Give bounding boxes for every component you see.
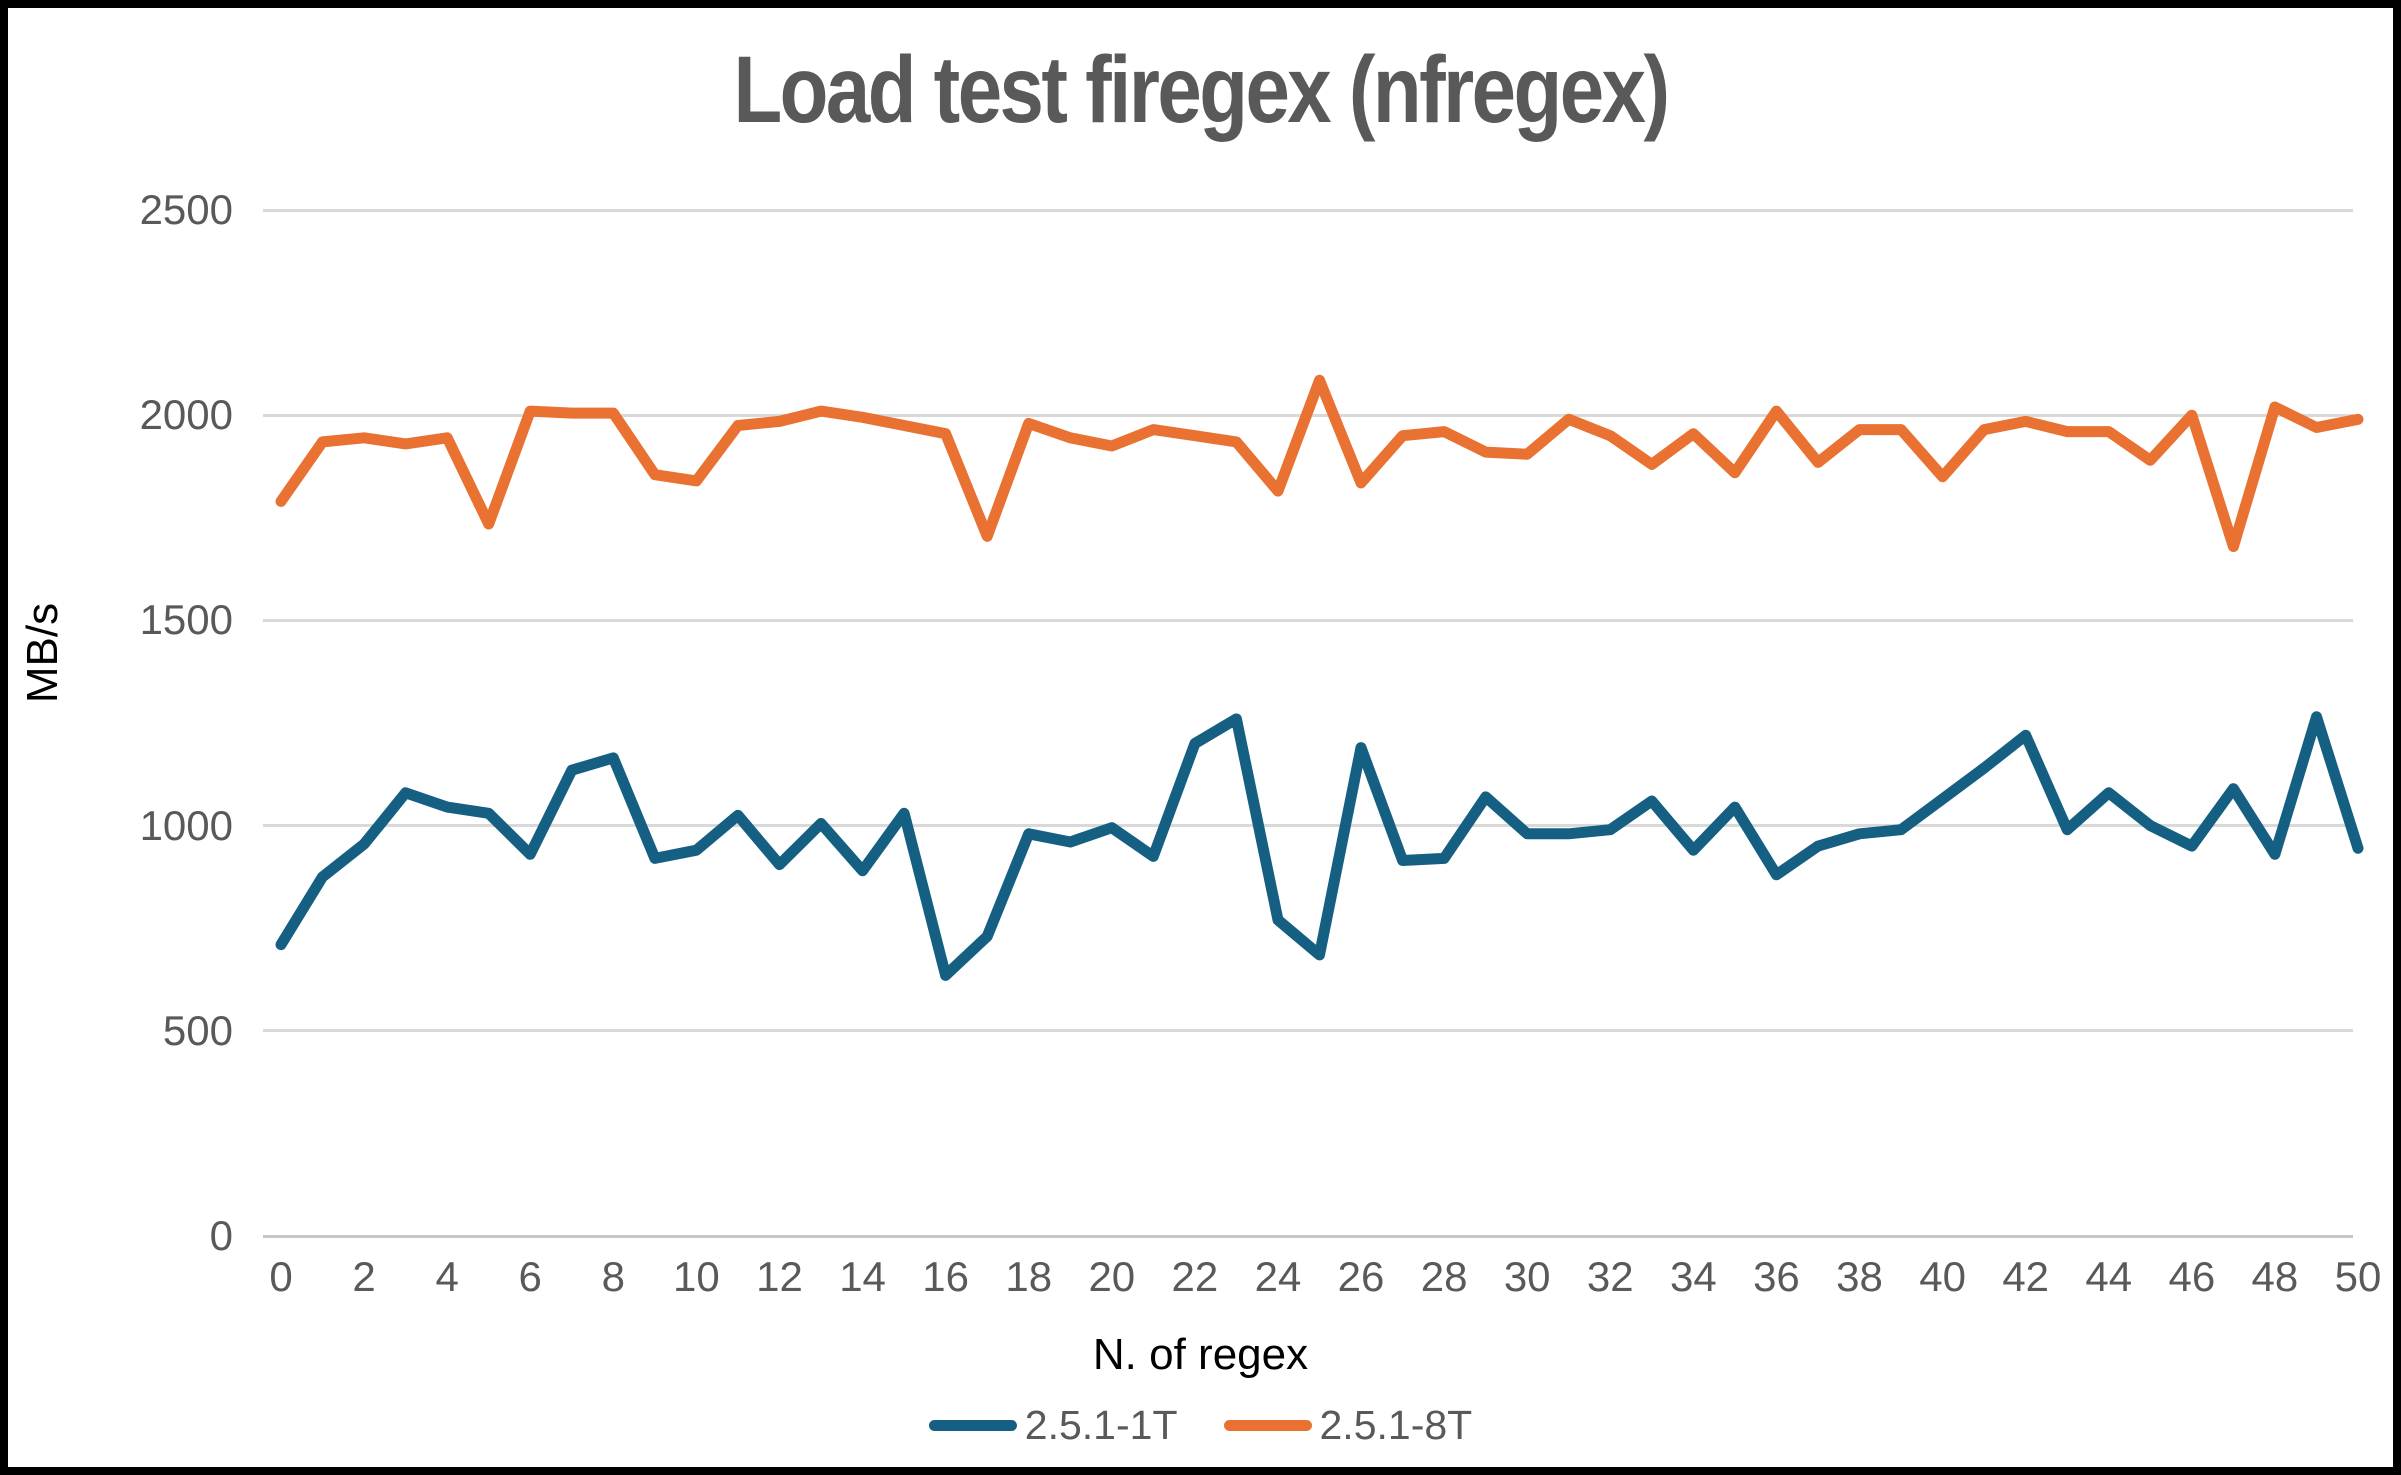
x-tick-label: 36	[1753, 1253, 1800, 1300]
series-line-2.5.1-1T	[275, 711, 2364, 981]
x-tick-label: 6	[518, 1253, 542, 1300]
x-tick-label: 16	[922, 1253, 969, 1300]
x-tick-label: 40	[1919, 1253, 1966, 1300]
legend-item-2.5.1-1T: 2.5.1-1T	[928, 1401, 1178, 1449]
x-tick-label: 32	[1586, 1253, 1634, 1300]
x-axis-line	[263, 1234, 2353, 1238]
x-tick-label: 20	[1088, 1253, 1136, 1300]
x-tick-label: 2	[352, 1253, 376, 1300]
x-tick-label: 8	[601, 1253, 625, 1300]
line-plot	[275, 374, 2364, 981]
x-tick-label: 10	[673, 1253, 720, 1300]
x-tick-label: 18	[1005, 1253, 1053, 1300]
chart-title: Load test firegex (nfregex)	[733, 37, 1670, 143]
x-tick-label: 42	[2002, 1253, 2050, 1300]
y-tick-label: 1500	[139, 596, 233, 644]
legend-line-marker	[1223, 1419, 1312, 1431]
y-tick-label: 2500	[139, 186, 233, 233]
x-tick-label: 50	[2334, 1253, 2382, 1300]
gridline-500	[263, 1029, 2353, 1033]
chart-legend: 2.5.1-1T 2.5.1-8T	[8, 1401, 2393, 1449]
gridline-2500	[263, 208, 2353, 212]
y-tick-label: 2000	[139, 391, 233, 439]
x-tick-label: 48	[2251, 1253, 2299, 1300]
x-tick-label: 4	[435, 1253, 459, 1300]
x-tick-label: 14	[839, 1253, 886, 1300]
gridline-1500	[263, 618, 2353, 622]
legend-line-marker	[928, 1419, 1017, 1431]
y-tick-label: 1000	[139, 801, 233, 849]
x-tick-label: 46	[2168, 1253, 2216, 1300]
x-tick-label: 38	[1836, 1253, 1883, 1300]
series-line-2.5.1-8T	[275, 374, 2364, 552]
x-tick-label: 30	[1503, 1253, 1551, 1300]
x-tick-label: 26	[1337, 1253, 1385, 1300]
y-tick-label: 0	[209, 1212, 233, 1259]
x-tick-label: 0	[269, 1253, 293, 1300]
x-axis-title: N. of regex	[1092, 1330, 1309, 1379]
x-tick-label: 12	[756, 1253, 803, 1300]
x-tick-label: 22	[1171, 1253, 1219, 1300]
x-tick-label: 24	[1254, 1253, 1302, 1300]
x-tick-label: 28	[1420, 1253, 1468, 1300]
legend-label: 2.5.1-1T	[1024, 1402, 1178, 1448]
y-tick-label: 500	[162, 1006, 233, 1054]
legend-item-2.5.1-8T: 2.5.1-8T	[1223, 1401, 1473, 1449]
gridline-1000	[263, 824, 2353, 828]
x-tick-label: 34	[1670, 1253, 1717, 1300]
x-tick-label: 44	[2085, 1253, 2133, 1300]
legend-label: 2.5.1-8T	[1319, 1402, 1473, 1448]
